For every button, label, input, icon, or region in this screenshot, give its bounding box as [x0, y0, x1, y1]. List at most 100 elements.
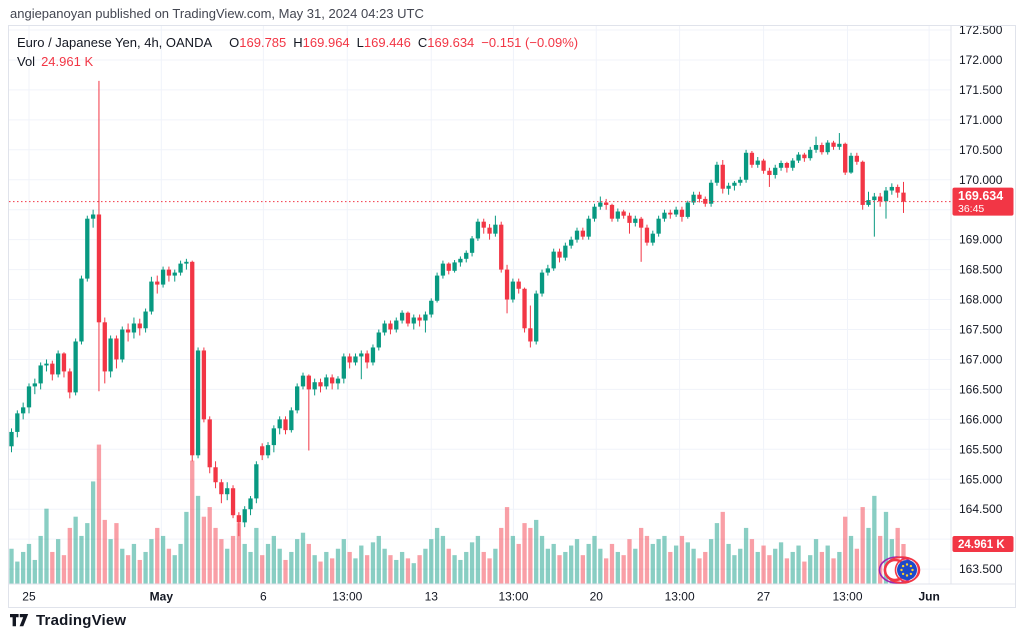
candle-body: [854, 155, 859, 162]
volume-bar: [510, 535, 516, 584]
candle-body: [598, 202, 603, 207]
candle-body: [592, 206, 597, 219]
time-scale[interactable]: 25 May 6 13:00 13 13:00 20 13:00 27 13:00 Jun: [22, 590, 940, 604]
candle-body: [353, 356, 358, 363]
volume-bar: [295, 539, 300, 584]
candle-body: [726, 185, 731, 189]
price-badge-bg: [952, 187, 1014, 216]
high-label: H: [293, 35, 303, 50]
volume-bar: [720, 511, 725, 584]
volume-bar: [539, 535, 545, 584]
candle-body: [866, 200, 871, 205]
price-axis-label: 171.500: [959, 83, 1003, 97]
candle-body: [563, 245, 568, 258]
volume-bar: [260, 555, 265, 584]
candle-body: [528, 328, 533, 342]
price-scale[interactable]: 172.500 172.000 171.500 171.000 170.500 170.0…: [959, 26, 1003, 576]
candle-body: [405, 312, 411, 324]
candle-body: [236, 515, 242, 523]
volume-bar: [382, 548, 387, 584]
candle-body: [394, 320, 399, 330]
candle-body: [300, 375, 306, 387]
volume-bar: [580, 555, 585, 584]
candle-body: [446, 263, 451, 271]
candle-body: [388, 323, 393, 330]
tradingview-logo-icon[interactable]: [10, 614, 29, 627]
price-axis-label: 164.500: [959, 502, 1003, 516]
volume-bar: [464, 551, 469, 584]
volume-bar: [55, 539, 61, 584]
volume-bar: [172, 555, 177, 584]
volume-bar: [598, 548, 603, 584]
candle-body: [831, 142, 836, 147]
candle-body: [254, 464, 259, 499]
volume-bar: [644, 535, 650, 584]
candle-body: [673, 209, 679, 215]
candle-body: [260, 446, 265, 456]
candle-body: [883, 190, 889, 202]
candle-body: [819, 145, 825, 153]
volume-bar: [364, 555, 370, 584]
volume-bar: [149, 539, 154, 584]
tradingview-brand-text[interactable]: TradingView: [36, 612, 127, 629]
volume-bar: [38, 535, 43, 584]
candle-body: [32, 383, 37, 387]
candle-body: [160, 269, 166, 285]
volume-bar: [755, 551, 760, 584]
volume-bar: [61, 555, 67, 584]
candle-body: [604, 202, 609, 205]
candle-body: [464, 252, 469, 259]
volume-bar: [866, 527, 871, 584]
candle-body: [73, 341, 78, 393]
price-axis-label: 168.500: [959, 263, 1003, 277]
candle-body: [767, 170, 772, 175]
candle-body: [574, 230, 580, 240]
volume-bar: [819, 551, 825, 584]
volume-bar: [638, 527, 644, 584]
candle-body: [784, 162, 790, 168]
candle-body: [38, 365, 43, 384]
symbol-title: Euro / Japanese Yen, 4h, OANDA: [17, 35, 213, 50]
volume-bar: [131, 543, 137, 584]
volume-bar: [225, 548, 230, 584]
candle-body: [679, 209, 685, 217]
candle-body: [790, 160, 795, 168]
volume-bar: [714, 523, 720, 584]
candle-body: [510, 281, 516, 300]
candle-body: [85, 218, 90, 279]
time-axis-label: 25: [22, 590, 36, 604]
price-chart-canvas[interactable]: 172.500 172.000 171.500 171.000 170.500 170.0…: [9, 26, 1015, 607]
volume-bar: [743, 527, 749, 584]
candle-body: [901, 192, 906, 202]
candle-body: [773, 167, 778, 175]
volume-bar: [469, 542, 475, 584]
volume-bar: [230, 535, 236, 584]
volume-bar: [289, 551, 294, 584]
candle-body: [516, 281, 521, 289]
volume-bar: [831, 558, 836, 584]
volume-bar: [434, 527, 440, 584]
candle-body: [370, 347, 376, 363]
volume-bar: [650, 543, 655, 584]
candle-body: [808, 149, 813, 159]
candle-body: [417, 317, 422, 321]
volume-bar: [784, 558, 790, 584]
volume-bar: [178, 543, 183, 584]
candle-body: [15, 413, 20, 432]
candle-body: [551, 251, 556, 269]
volume-bar: [796, 545, 801, 584]
candle-body: [295, 386, 300, 411]
candle-body: [714, 164, 720, 183]
volume-bar: [21, 551, 26, 584]
price-badge-value: 169.634: [958, 189, 1003, 203]
volume-bar: [79, 535, 84, 584]
candle-body: [813, 145, 819, 150]
volume-bar: [732, 555, 737, 584]
candle-body: [481, 221, 486, 228]
volume-bar: [604, 558, 609, 584]
price-axis-label: 171.000: [959, 113, 1003, 127]
candle-body: [475, 221, 481, 239]
volume-bar: [685, 542, 690, 584]
volume-bar: [452, 555, 457, 584]
